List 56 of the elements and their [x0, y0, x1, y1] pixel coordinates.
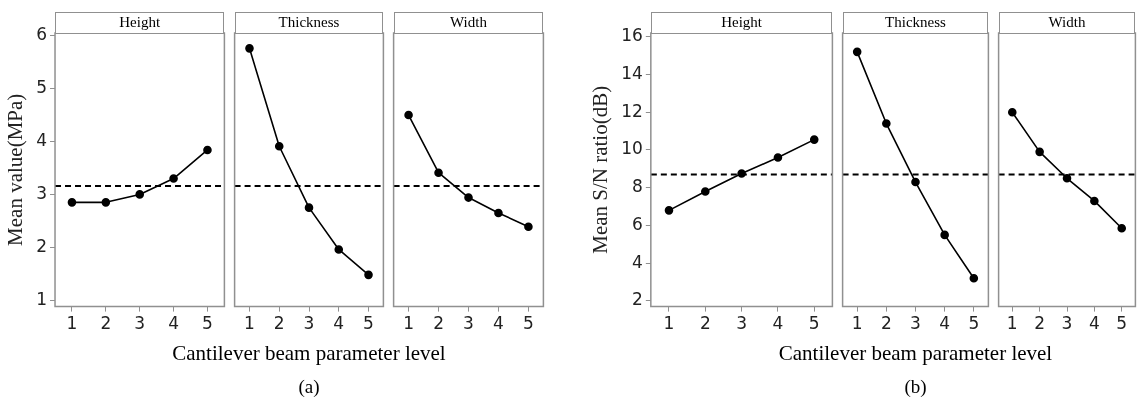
x-tick-label: 4	[939, 313, 951, 334]
y-tick-label: 4	[632, 251, 643, 272]
y-tick-label: 5	[36, 76, 48, 97]
y-axis-title: Mean value(MPa)	[3, 93, 28, 246]
x-tick-label: 5	[968, 313, 980, 334]
x-tick-label: 3	[1061, 313, 1073, 334]
y-tick-label: 1	[36, 288, 48, 309]
y-tick-label: 10	[621, 138, 643, 159]
text: (a)	[297, 376, 321, 398]
y-tick-label: 2	[36, 235, 48, 256]
y-tick-label: 6	[632, 213, 643, 234]
x-axis-title: Cantilever beam parameter level	[777, 341, 1054, 366]
y-tick-label: 8	[632, 176, 643, 197]
x-tick-label: 5	[363, 313, 374, 334]
x-tick-label: 2	[100, 313, 112, 334]
x-tick-label: 2	[699, 313, 711, 334]
x-tick-label: 5	[1116, 313, 1128, 334]
x-tick-label: 4	[772, 313, 784, 334]
y-tick-label: 12	[621, 100, 643, 121]
x-tick-label: 4	[1088, 313, 1100, 334]
y-tick-label: 2	[632, 289, 643, 310]
x-tick-label: 5	[808, 313, 820, 334]
y-tick-label: 3	[36, 182, 48, 203]
x-tick-label: 2	[880, 313, 892, 334]
x-tick-label: 1	[1006, 313, 1018, 334]
x-tick-label: 1	[244, 313, 255, 334]
y-tick-label: 16	[621, 25, 643, 46]
x-tick-label: 2	[1034, 313, 1046, 334]
x-tick-label: 1	[66, 313, 78, 334]
y-tick-label: 14	[621, 62, 643, 83]
x-tick-label: 4	[168, 313, 179, 334]
chart-title: Width	[998, 12, 1136, 34]
x-tick-label: 3	[463, 313, 474, 334]
text: (b)	[903, 376, 928, 398]
x-tick-label: 3	[134, 313, 146, 334]
x-tick-label: 5	[523, 313, 534, 334]
chart-title: Height	[55, 12, 225, 34]
x-tick-label: 4	[333, 313, 345, 334]
x-tick-label: 1	[663, 313, 675, 334]
chart-title: Thickness	[842, 12, 989, 34]
chart-title: Width	[393, 12, 544, 34]
x-tick-label: 3	[303, 313, 315, 334]
chart-title: Thickness	[234, 12, 384, 34]
chart-title: Height	[650, 12, 833, 34]
x-tick-label: 1	[403, 313, 414, 334]
y-tick-label: 6	[36, 24, 48, 45]
x-axis-title: Cantilever beam parameter level	[171, 341, 447, 366]
y-tick-label: 4	[36, 129, 48, 150]
y-axis-title: Mean S/N ratio(dB)	[588, 85, 613, 254]
x-tick-label: 2	[273, 313, 285, 334]
x-tick-label: 4	[493, 313, 504, 334]
x-tick-label: 5	[202, 313, 213, 334]
x-tick-label: 2	[433, 313, 444, 334]
x-tick-label: 3	[736, 313, 748, 334]
x-tick-label: 1	[851, 313, 863, 334]
x-tick-label: 3	[910, 313, 921, 334]
